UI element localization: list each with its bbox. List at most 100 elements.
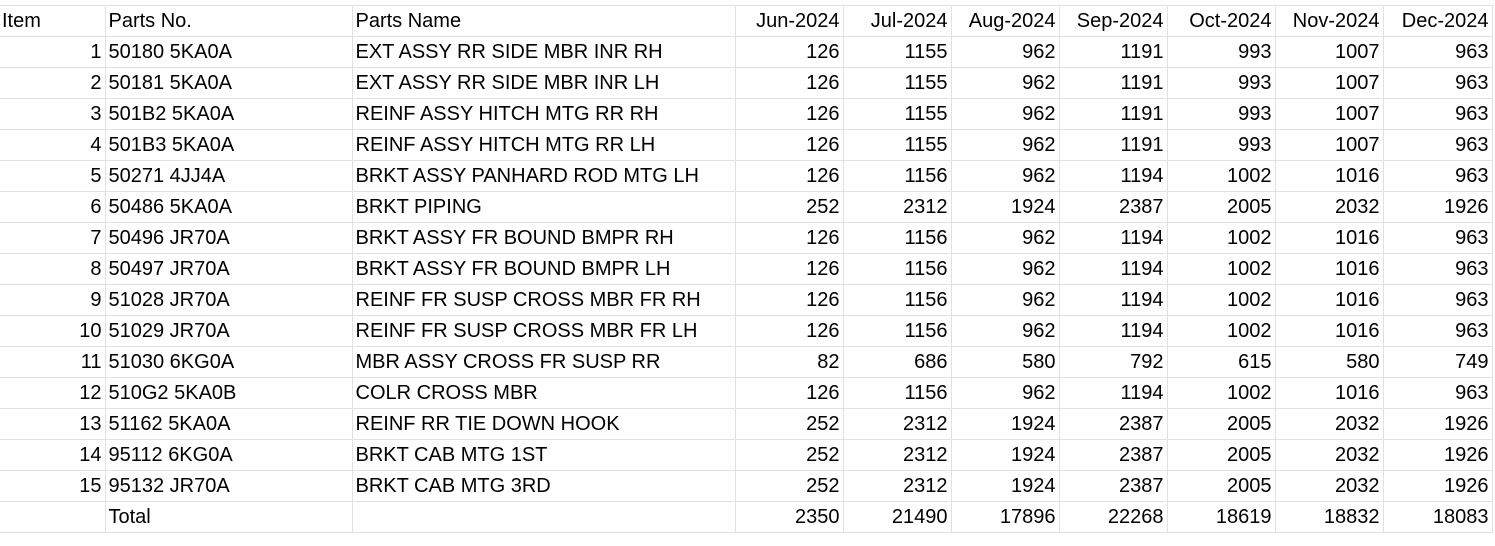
cell-nov-2024[interactable]: 1016 — [1275, 284, 1384, 316]
cell-aug-2024[interactable]: 962 — [951, 377, 1060, 409]
header-jul-2024[interactable]: Jul-2024 — [843, 5, 952, 37]
cell-aug-2024[interactable]: 962 — [951, 284, 1060, 316]
cell-oct-2024[interactable]: 1002 — [1167, 222, 1276, 254]
cell-jul-2024[interactable]: 1156 — [843, 377, 952, 409]
cell-item[interactable]: 8 — [0, 253, 106, 285]
cell-dec-2024[interactable]: 963 — [1383, 377, 1493, 409]
total-label[interactable]: Total — [105, 501, 353, 533]
cell-jul-2024[interactable]: 1156 — [843, 160, 952, 192]
cell-dec-2024[interactable]: 1926 — [1383, 408, 1493, 440]
cell-sep-2024[interactable]: 792 — [1059, 346, 1168, 378]
cell-dec-2024[interactable]: 963 — [1383, 222, 1493, 254]
header-jun-2024[interactable]: Jun-2024 — [735, 5, 844, 37]
cell-aug-2024[interactable]: 962 — [951, 160, 1060, 192]
cell-sep-2024[interactable]: 1191 — [1059, 98, 1168, 130]
cell-parts-name[interactable]: MBR ASSY CROSS FR SUSP RR — [352, 346, 736, 378]
cell-parts-name[interactable]: COLR CROSS MBR — [352, 377, 736, 409]
cell-jun-2024[interactable]: 126 — [735, 160, 844, 192]
cell-jul-2024[interactable]: 1155 — [843, 67, 952, 99]
cell-parts-no[interactable]: 50271 4JJ4A — [105, 160, 353, 192]
cell-jul-2024[interactable]: 1156 — [843, 284, 952, 316]
total-dec-2024[interactable]: 18083 — [1383, 501, 1493, 533]
cell-sep-2024[interactable]: 1194 — [1059, 222, 1168, 254]
cell-nov-2024[interactable]: 1007 — [1275, 98, 1384, 130]
cell-parts-no[interactable]: 501B3 5KA0A — [105, 129, 353, 161]
cell-parts-no[interactable]: 95132 JR70A — [105, 470, 353, 502]
cell-nov-2024[interactable]: 1016 — [1275, 253, 1384, 285]
cell-dec-2024[interactable]: 963 — [1383, 315, 1493, 347]
header-parts-name[interactable]: Parts Name — [352, 5, 736, 37]
header-sep-2024[interactable]: Sep-2024 — [1059, 5, 1168, 37]
cell-parts-name[interactable]: REINF ASSY HITCH MTG RR LH — [352, 129, 736, 161]
cell-oct-2024[interactable]: 993 — [1167, 67, 1276, 99]
cell-nov-2024[interactable]: 580 — [1275, 346, 1384, 378]
total-empty-cell[interactable] — [352, 501, 736, 533]
header-item[interactable]: Item — [0, 5, 106, 37]
cell-parts-no[interactable]: 51030 6KG0A — [105, 346, 353, 378]
cell-item[interactable]: 3 — [0, 98, 106, 130]
cell-sep-2024[interactable]: 1194 — [1059, 377, 1168, 409]
cell-item[interactable]: 6 — [0, 191, 106, 223]
cell-jul-2024[interactable]: 1156 — [843, 222, 952, 254]
cell-dec-2024[interactable]: 1926 — [1383, 470, 1493, 502]
cell-jul-2024[interactable]: 1155 — [843, 98, 952, 130]
cell-aug-2024[interactable]: 962 — [951, 222, 1060, 254]
cell-jun-2024[interactable]: 126 — [735, 129, 844, 161]
cell-aug-2024[interactable]: 1924 — [951, 439, 1060, 471]
cell-parts-name[interactable]: BRKT ASSY PANHARD ROD MTG LH — [352, 160, 736, 192]
cell-parts-name[interactable]: EXT ASSY RR SIDE MBR INR RH — [352, 36, 736, 68]
cell-nov-2024[interactable]: 1016 — [1275, 160, 1384, 192]
header-nov-2024[interactable]: Nov-2024 — [1275, 5, 1384, 37]
cell-jun-2024[interactable]: 82 — [735, 346, 844, 378]
cell-nov-2024[interactable]: 1007 — [1275, 36, 1384, 68]
header-oct-2024[interactable]: Oct-2024 — [1167, 5, 1276, 37]
cell-parts-name[interactable]: BRKT CAB MTG 1ST — [352, 439, 736, 471]
header-aug-2024[interactable]: Aug-2024 — [951, 5, 1060, 37]
cell-jul-2024[interactable]: 2312 — [843, 191, 952, 223]
cell-sep-2024[interactable]: 1194 — [1059, 315, 1168, 347]
cell-oct-2024[interactable]: 615 — [1167, 346, 1276, 378]
cell-oct-2024[interactable]: 993 — [1167, 36, 1276, 68]
cell-nov-2024[interactable]: 2032 — [1275, 408, 1384, 440]
cell-aug-2024[interactable]: 962 — [951, 129, 1060, 161]
total-sep-2024[interactable]: 22268 — [1059, 501, 1168, 533]
cell-parts-name[interactable]: REINF FR SUSP CROSS MBR FR LH — [352, 315, 736, 347]
cell-jul-2024[interactable]: 1156 — [843, 253, 952, 285]
cell-jul-2024[interactable]: 1155 — [843, 36, 952, 68]
cell-parts-name[interactable]: REINF RR TIE DOWN HOOK — [352, 408, 736, 440]
cell-sep-2024[interactable]: 1194 — [1059, 284, 1168, 316]
cell-jun-2024[interactable]: 126 — [735, 315, 844, 347]
cell-parts-name[interactable]: EXT ASSY RR SIDE MBR INR LH — [352, 67, 736, 99]
cell-item[interactable]: 9 — [0, 284, 106, 316]
cell-parts-no[interactable]: 501B2 5KA0A — [105, 98, 353, 130]
cell-dec-2024[interactable]: 1926 — [1383, 191, 1493, 223]
cell-sep-2024[interactable]: 1191 — [1059, 36, 1168, 68]
cell-parts-no[interactable]: 51162 5KA0A — [105, 408, 353, 440]
cell-sep-2024[interactable]: 1191 — [1059, 129, 1168, 161]
cell-jul-2024[interactable]: 1155 — [843, 129, 952, 161]
cell-sep-2024[interactable]: 1194 — [1059, 253, 1168, 285]
cell-sep-2024[interactable]: 2387 — [1059, 191, 1168, 223]
cell-parts-no[interactable]: 50497 JR70A — [105, 253, 353, 285]
cell-jun-2024[interactable]: 126 — [735, 36, 844, 68]
cell-aug-2024[interactable]: 580 — [951, 346, 1060, 378]
cell-sep-2024[interactable]: 2387 — [1059, 408, 1168, 440]
cell-nov-2024[interactable]: 1016 — [1275, 315, 1384, 347]
cell-oct-2024[interactable]: 1002 — [1167, 253, 1276, 285]
cell-parts-no[interactable]: 95112 6KG0A — [105, 439, 353, 471]
cell-jun-2024[interactable]: 126 — [735, 222, 844, 254]
cell-item[interactable]: 11 — [0, 346, 106, 378]
cell-item[interactable]: 7 — [0, 222, 106, 254]
cell-item[interactable]: 2 — [0, 67, 106, 99]
cell-jun-2024[interactable]: 126 — [735, 98, 844, 130]
cell-nov-2024[interactable]: 2032 — [1275, 191, 1384, 223]
cell-item[interactable]: 15 — [0, 470, 106, 502]
cell-dec-2024[interactable]: 963 — [1383, 129, 1493, 161]
cell-jun-2024[interactable]: 252 — [735, 191, 844, 223]
cell-sep-2024[interactable]: 1191 — [1059, 67, 1168, 99]
cell-dec-2024[interactable]: 1926 — [1383, 439, 1493, 471]
cell-nov-2024[interactable]: 1007 — [1275, 129, 1384, 161]
cell-nov-2024[interactable]: 1016 — [1275, 377, 1384, 409]
cell-item[interactable]: 4 — [0, 129, 106, 161]
cell-jul-2024[interactable]: 686 — [843, 346, 952, 378]
